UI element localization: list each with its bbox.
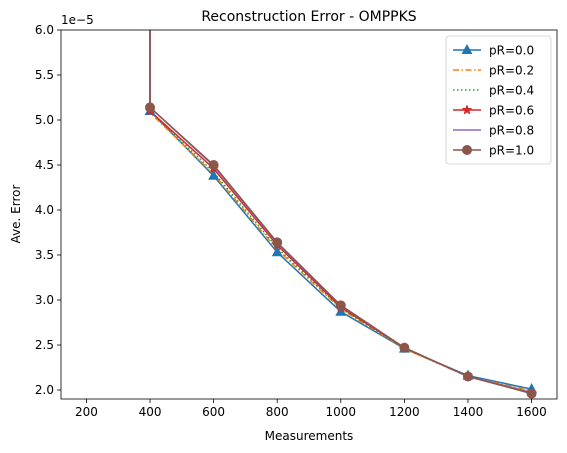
y-tick-label: 4.0	[35, 203, 54, 217]
legend-label-pr-0-2: pR=0.2	[489, 64, 534, 78]
data-point-pr-1-0	[526, 388, 537, 399]
y-tick-label: 2.0	[35, 383, 54, 397]
y-axis-title: Ave. Error	[9, 185, 23, 244]
legend-label-pr-0-8: pR=0.8	[489, 124, 534, 138]
x-tick-label: 800	[266, 405, 289, 419]
y-tick-label: 5.5	[35, 68, 54, 82]
legend-marker-pr-0-0	[461, 43, 473, 54]
data-point-pr-1-0	[145, 102, 156, 113]
data-point-pr-0-0	[208, 169, 220, 180]
legend-box	[445, 35, 552, 165]
x-tick-label: 600	[202, 405, 225, 419]
y-multiplier-label: 1e−5	[61, 13, 94, 27]
data-point-pr-1-0	[462, 371, 473, 382]
x-tick-label: 1000	[326, 405, 357, 419]
legend-label-pr-0-6: pR=0.6	[489, 104, 534, 118]
legend-marker-pr-0-6	[461, 104, 473, 115]
legend-label-pr-1-0: pR=1.0	[489, 144, 534, 158]
legend-label-pr-0-4: pR=0.4	[489, 84, 534, 98]
chart-title: Reconstruction Error - OMPPKS	[201, 9, 416, 25]
legend-marker-pr-1-0	[462, 145, 472, 155]
y-tick-label: 3.0	[35, 293, 54, 307]
legend: pR=0.0 pR=0.2 pR=0.4 pR=0.6 pR=0.8 pR=1.0	[445, 35, 552, 165]
y-tick-label: 5.0	[35, 113, 54, 127]
x-tick-label: 400	[139, 405, 162, 419]
data-point-pr-1-0	[335, 300, 346, 311]
y-tick-label: 3.5	[35, 248, 54, 262]
data-point-pr-1-0	[272, 237, 283, 248]
y-tick-label: 2.5	[35, 338, 54, 352]
series-line-pr-1-0	[149, 30, 532, 395]
x-tick-label: 1600	[516, 405, 547, 419]
data-point-pr-1-0	[208, 160, 219, 170]
data-point-pr-0-0	[271, 246, 283, 257]
y-tick-label: 6.0	[35, 23, 54, 37]
x-tick-label: 200	[75, 405, 98, 419]
y-tick-label: 4.5	[35, 158, 54, 172]
plot-frame	[60, 29, 558, 400]
x-tick-label: 1200	[389, 405, 420, 419]
x-tick-label: 1400	[453, 405, 484, 419]
data-point-pr-1-0	[399, 342, 410, 353]
legend-label-pr-0-0: pR=0.0	[489, 44, 534, 58]
x-axis-title: Measurements	[265, 429, 354, 443]
